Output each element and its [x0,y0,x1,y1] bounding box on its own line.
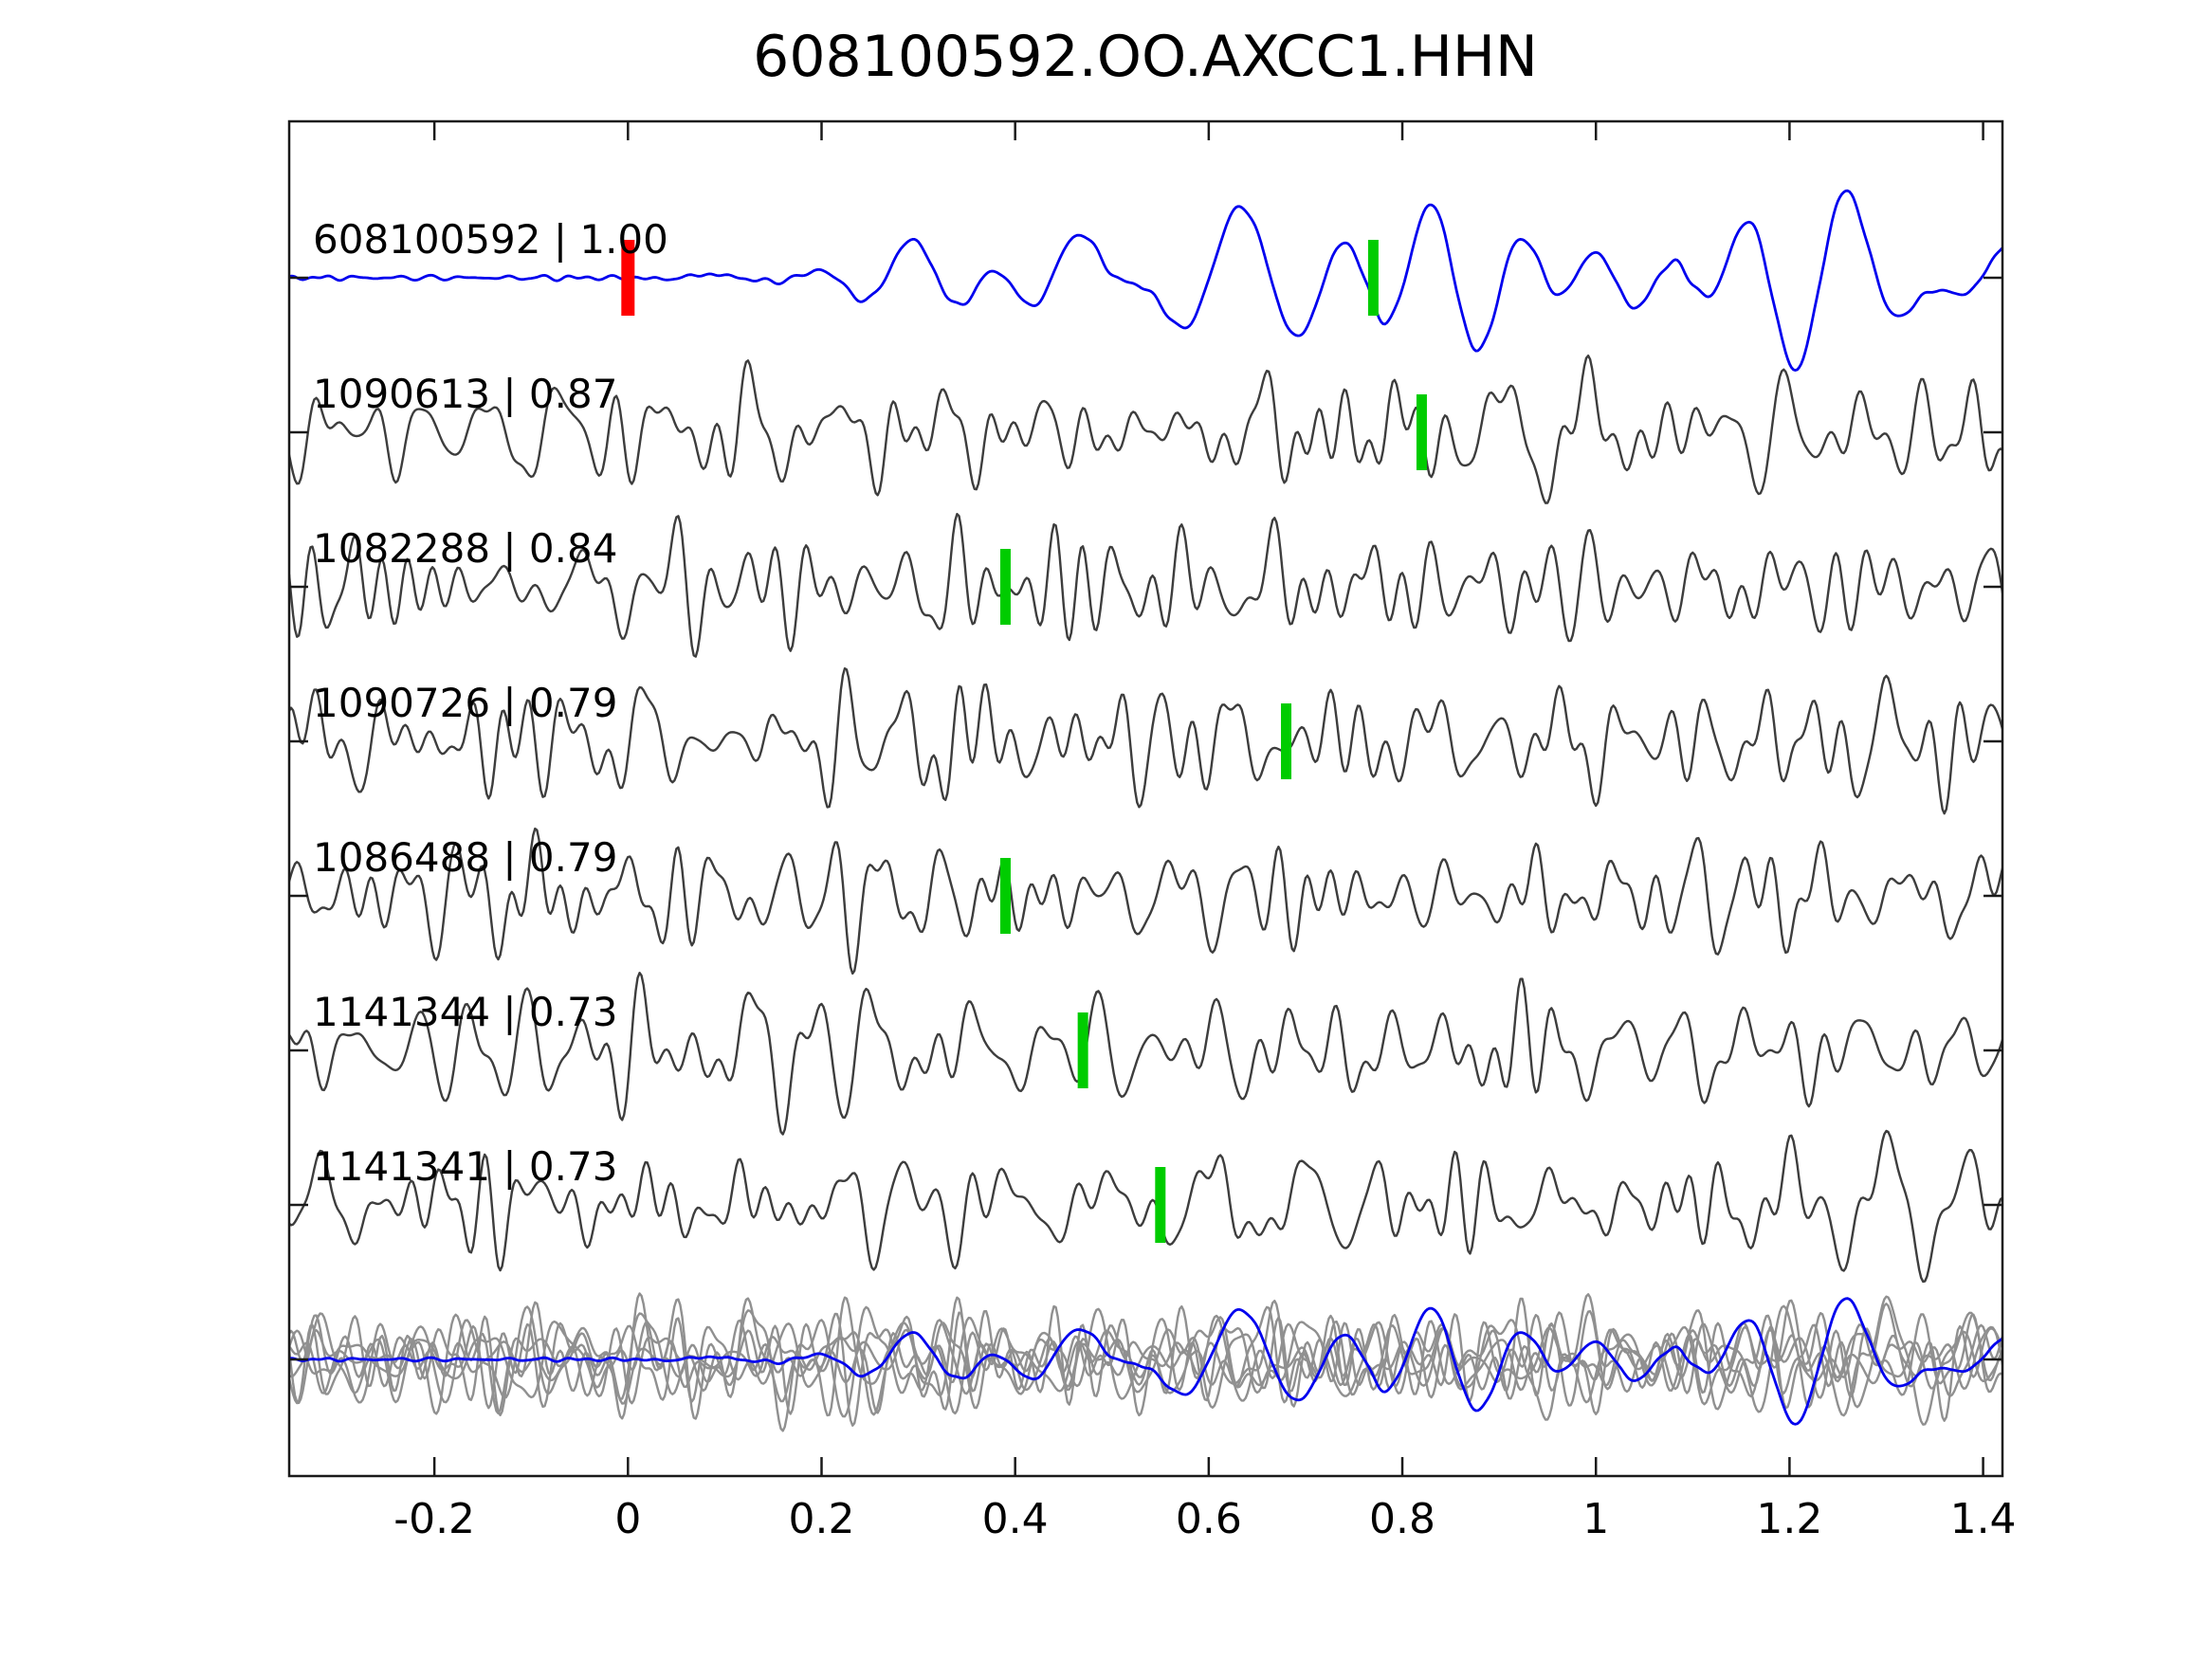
trace-line-1086488 [289,827,2002,975]
overlay-trace-line-1141344 [289,1292,2002,1432]
trace-label-1086488: 1086488 | 0.79 [313,834,617,881]
pick-marker-1090726 [1281,703,1292,779]
trace-line-1090726 [289,666,2002,815]
trace-label-1141344: 1141344 | 0.73 [313,989,617,1035]
x-axis-tick-label: 1.2 [1756,1495,1822,1543]
pick-marker-1090613 [1416,394,1427,470]
trace-line-1090613 [289,355,2002,504]
pick-marker-1086488 [999,858,1011,934]
x-axis-tick-label: 0.8 [1369,1495,1435,1543]
x-axis-tick-label: -0.2 [393,1495,475,1543]
x-axis-tick-label: 1 [1582,1495,1609,1543]
figure-title: 608100592.OO.AXCC1.HHN [753,24,1538,90]
x-axis-tick-label: 0.2 [789,1495,855,1543]
trace-label-1082288: 1082288 | 0.84 [313,525,617,572]
trace-label-608100592: 608100592 | 1.00 [313,216,668,263]
trace-line-1082288 [289,513,2002,658]
x-axis-tick-label: 0.6 [1176,1495,1242,1543]
trace-label-1090726: 1090726 | 0.79 [313,680,617,726]
trace-label-1090613: 1090613 | 0.87 [313,371,617,417]
x-axis-tick-label: 0.4 [982,1495,1049,1543]
x-axis-tick-label: 1.4 [1950,1495,2017,1543]
trace-label-1141341: 1141341 | 0.73 [313,1143,617,1190]
plot-border [287,119,2004,1478]
trace-line-608100592 [289,189,2002,373]
trace-line-1141341 [289,1129,2002,1284]
pick-marker-1141344 [1077,1012,1088,1088]
reference-pick-marker-608100592 [621,240,635,316]
pick-marker-1082288 [999,549,1011,625]
trace-line-1141344 [289,971,2002,1136]
x-axis-tick-label: 0 [614,1495,641,1543]
plot-area: 608100592 | 1.00 1090613 | 0.87 1082288 | … [287,119,2017,1543]
overlay-reference-line [289,1297,2002,1426]
pick-marker-608100592 [1367,240,1379,316]
overlay-trace-line-1086488 [289,1301,2002,1427]
pick-marker-1141341 [1155,1167,1166,1243]
